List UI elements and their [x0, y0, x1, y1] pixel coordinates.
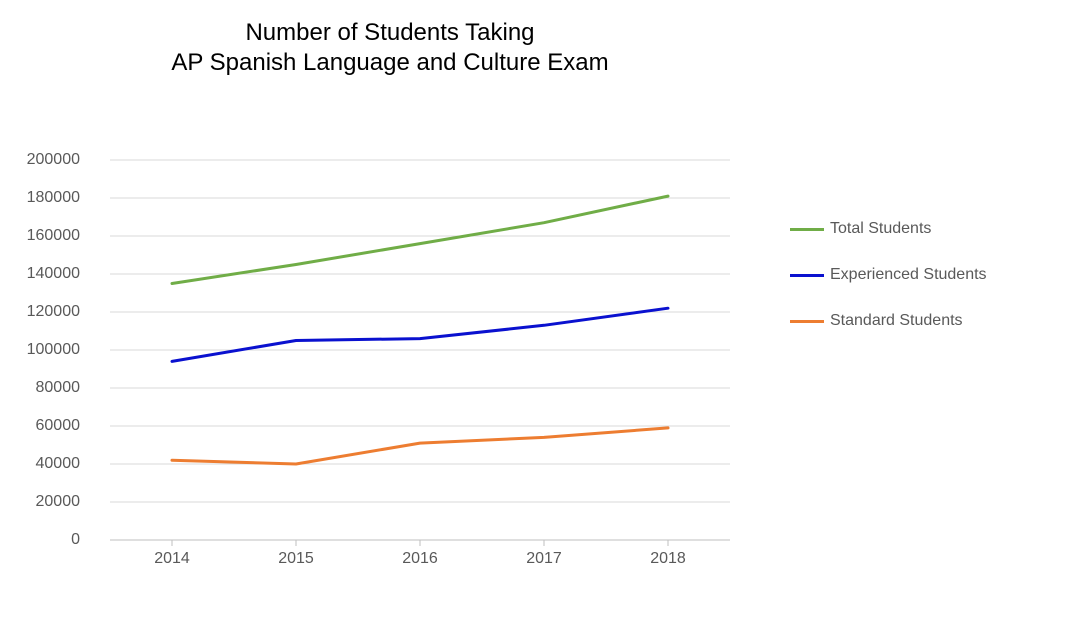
y-tick-label: 120000 [0, 303, 80, 321]
x-tick-label: 2015 [278, 550, 314, 568]
legend-item: Standard Students [790, 312, 987, 330]
y-tick-label: 60000 [0, 417, 80, 435]
y-tick-label: 80000 [0, 379, 80, 397]
plot-area [110, 160, 730, 540]
legend: Total Students Experienced Students Standa… [790, 220, 987, 358]
y-tick-label: 160000 [0, 227, 80, 245]
legend-label: Experienced Students [830, 266, 987, 284]
y-tick-label: 180000 [0, 189, 80, 207]
legend-swatch [790, 320, 824, 323]
legend-item: Total Students [790, 220, 987, 238]
legend-swatch [790, 228, 824, 231]
y-tick-label: 40000 [0, 455, 80, 473]
y-tick-label: 140000 [0, 265, 80, 283]
y-tick-label: 200000 [0, 151, 80, 169]
chart-title-line2: AP Spanish Language and Culture Exam [0, 48, 780, 78]
x-tick-label: 2018 [650, 550, 686, 568]
plot-svg [110, 160, 730, 540]
line-chart: Number of Students Taking AP Spanish Lan… [0, 0, 1081, 622]
series-line [172, 428, 668, 464]
chart-title: Number of Students Taking AP Spanish Lan… [0, 18, 780, 78]
chart-title-line1: Number of Students Taking [0, 18, 780, 48]
x-tick-label: 2014 [154, 550, 190, 568]
legend-label: Standard Students [830, 312, 963, 330]
x-tick-label: 2016 [402, 550, 438, 568]
legend-swatch [790, 274, 824, 277]
series-line [172, 196, 668, 283]
y-tick-label: 20000 [0, 493, 80, 511]
legend-item: Experienced Students [790, 266, 987, 284]
x-tick-label: 2017 [526, 550, 562, 568]
legend-label: Total Students [830, 220, 931, 238]
y-tick-label: 0 [0, 531, 80, 549]
series-line [172, 308, 668, 361]
y-tick-label: 100000 [0, 341, 80, 359]
